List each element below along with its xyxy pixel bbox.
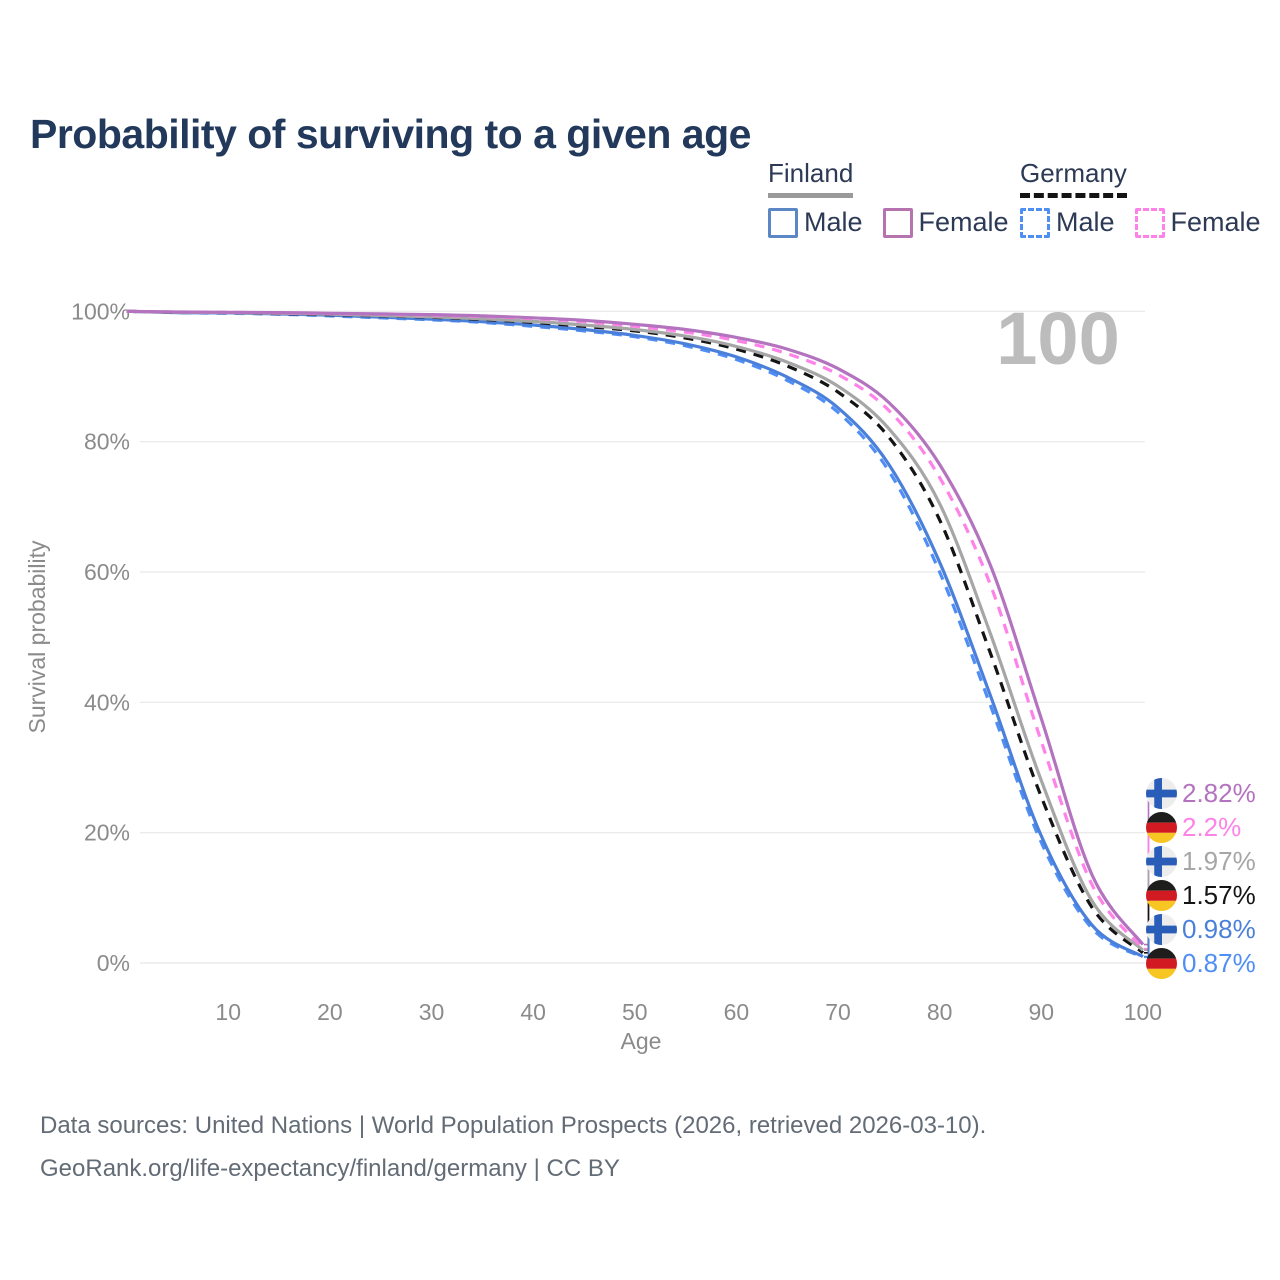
x-tick-label: 70 (825, 999, 851, 1025)
age-watermark: 100 (996, 297, 1119, 380)
legend-group-germany: Germany Male Female (1020, 158, 1261, 238)
finland-female-swatch-icon (882, 207, 913, 238)
legend-item-germany-female[interactable]: Female (1134, 207, 1261, 238)
x-axis-ticks: 10 20 30 40 50 60 70 80 90 100 (215, 999, 1162, 1025)
x-tick-label: 90 (1028, 999, 1054, 1025)
end-value-germany-female: 2.2% (1182, 811, 1242, 842)
y-tick-label: 40% (84, 689, 130, 715)
footer: Data sources: United Nations | World Pop… (40, 1104, 986, 1190)
germany-male-swatch-icon (1020, 207, 1050, 238)
end-value-finland-male: 0.98% (1182, 913, 1256, 944)
series-curves (126, 309, 1145, 959)
hover-age-value: 100 (996, 297, 1119, 380)
legend-item-finland-female[interactable]: Female (882, 207, 1009, 238)
y-tick-label: 60% (84, 559, 130, 585)
legend-item-germany-male[interactable]: Male (1020, 207, 1115, 238)
end-label-finland-both-sexes: 1.97% (1146, 844, 1256, 878)
curve-finland-female[interactable] (126, 309, 1145, 946)
germany-female-swatch-icon (1134, 207, 1165, 238)
finland-flag-icon (1146, 845, 1177, 877)
gridlines (140, 310, 1145, 964)
legend-label-germany-female: Female (1170, 207, 1261, 237)
finland-flag-icon (1146, 913, 1177, 945)
end-label-finland-female: 2.82% (1146, 776, 1256, 810)
end-value-germany-both-sexes: 1.57% (1182, 879, 1256, 910)
legend-country-germany[interactable]: Germany (1020, 158, 1127, 198)
legend-country-finland[interactable]: Finland (768, 158, 854, 198)
x-tick-label: 10 (215, 999, 241, 1025)
end-value-finland-female: 2.82% (1182, 777, 1256, 808)
end-value-germany-male: 0.87% (1182, 947, 1256, 978)
legend-label-finland-male: Male (804, 207, 863, 237)
footer-sources: Data sources: United Nations | World Pop… (40, 1112, 987, 1139)
x-tick-label: 40 (520, 999, 546, 1025)
footer-attribution: GeoRank.org/life-expectancy/finland/germ… (40, 1155, 620, 1182)
germany-flag-icon (1146, 811, 1177, 843)
x-tick-label: 50 (622, 999, 648, 1025)
end-value-finland-both-sexes: 1.97% (1182, 845, 1256, 876)
y-tick-label: 80% (84, 429, 130, 455)
x-tick-label: 30 (419, 999, 445, 1025)
x-tick-label: 100 (1124, 999, 1162, 1025)
x-axis-title: Age (621, 1028, 662, 1054)
y-axis-ticks: 0% 20% 40% 60% 80% 100% (71, 298, 130, 976)
axis-labels: Age Survival probability (24, 540, 661, 1054)
legend-label-germany-male: Male (1056, 207, 1115, 237)
end-label-germany-both-sexes: 1.57% (1146, 878, 1256, 912)
x-tick-label: 20 (317, 999, 343, 1025)
end-label-finland-male: 0.98% (1146, 912, 1256, 946)
curve-finland-both-sexes[interactable] (126, 309, 1145, 952)
y-tick-label: 20% (84, 820, 130, 846)
y-tick-label: 100% (71, 298, 130, 324)
finland-flag-icon (1146, 777, 1177, 809)
finland-male-swatch-icon (768, 207, 798, 238)
germany-flag-icon (1146, 947, 1177, 979)
y-axis-title: Survival probability (24, 540, 50, 734)
page-title: Probability of surviving to a given age (30, 111, 751, 158)
legend-group-finland: Finland Male Female (768, 158, 1009, 238)
germany-flag-icon (1146, 879, 1177, 911)
legend-item-finland-male[interactable]: Male (768, 207, 863, 238)
x-tick-label: 80 (927, 999, 953, 1025)
end-label-germany-female: 2.2% (1146, 810, 1241, 844)
x-tick-label: 60 (724, 999, 750, 1025)
y-tick-label: 0% (97, 950, 130, 976)
end-label-germany-male: 0.87% (1146, 946, 1256, 980)
legend-label-finland-female: Female (918, 207, 1009, 237)
